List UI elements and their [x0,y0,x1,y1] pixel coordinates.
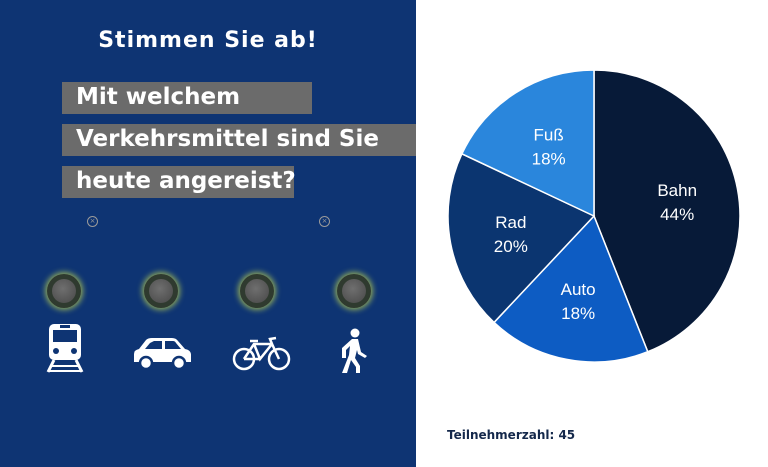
vote-button-fuss[interactable] [337,274,371,308]
question-line-1: Mit welchem [62,82,312,114]
vote-button-rad[interactable] [240,274,274,308]
car-icon [134,338,191,371]
slice-label: Bahn [657,181,697,200]
bicycle-icon [232,336,291,371]
question-line-2: Verkehrsmittel sind Sie [62,124,416,156]
slice-value-label: 18% [532,150,566,169]
slice-label: Fuß [534,126,564,145]
question-line-3: heute angereist? [62,166,296,198]
vote-button-auto[interactable] [144,274,178,308]
slice-value-label: 18% [561,304,595,323]
slice-label: Auto [561,280,596,299]
close-icon[interactable]: × [87,216,98,227]
pedestrian-icon [342,328,367,373]
slice-label: Rad [495,213,526,232]
pie-chart: Bahn 44% Auto 18% Rad 20% Fuß 18% [447,69,741,363]
train-icon [46,324,84,373]
pie-slice-bahn [593,69,741,353]
poll-panel: Stimmen Sie ab! Mit welchem Verkehrsmitt… [0,0,416,467]
pie-slice-fuß [460,69,595,218]
pie-slice-rad [447,152,596,324]
slice-value-label: 44% [660,205,694,224]
vote-button-bahn[interactable] [47,274,81,308]
poll-title: Stimmen Sie ab! [98,28,318,53]
participant-count: Teilnehmerzahl: 45 [447,428,576,442]
pie-slice-auto [492,214,649,363]
close-icon[interactable]: × [319,216,330,227]
slice-value-label: 20% [494,237,528,256]
